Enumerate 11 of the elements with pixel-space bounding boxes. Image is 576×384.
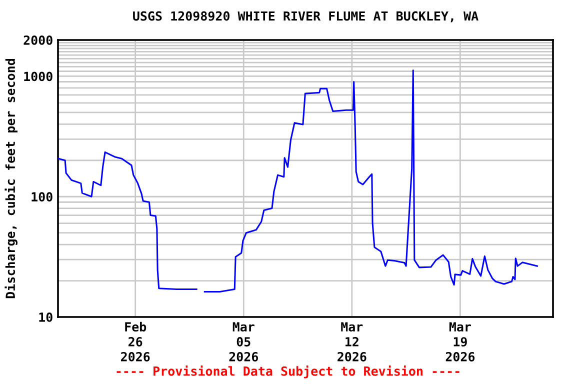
x-tick-label: Feb 26 2026 xyxy=(120,322,150,362)
x-tick-label: Mar 19 2026 xyxy=(446,322,475,362)
y-tick-label: 10 xyxy=(39,312,52,322)
y-tick-label: 100 xyxy=(32,192,52,202)
y-axis-title: Discharge, cubic feet per second xyxy=(4,59,18,298)
chart-title: USGS 12098920 WHITE RIVER FLUME AT BUCKLEY, WA xyxy=(133,11,478,22)
x-tick-label: Mar 12 2026 xyxy=(338,322,366,362)
y-tick-label: 2000 xyxy=(24,35,52,45)
y-tick-label: 1000 xyxy=(24,72,52,82)
x-tick-label: Mar 05 2026 xyxy=(229,322,258,362)
text: ---- Provisional Data Subject to Revision ---- xyxy=(116,365,460,378)
